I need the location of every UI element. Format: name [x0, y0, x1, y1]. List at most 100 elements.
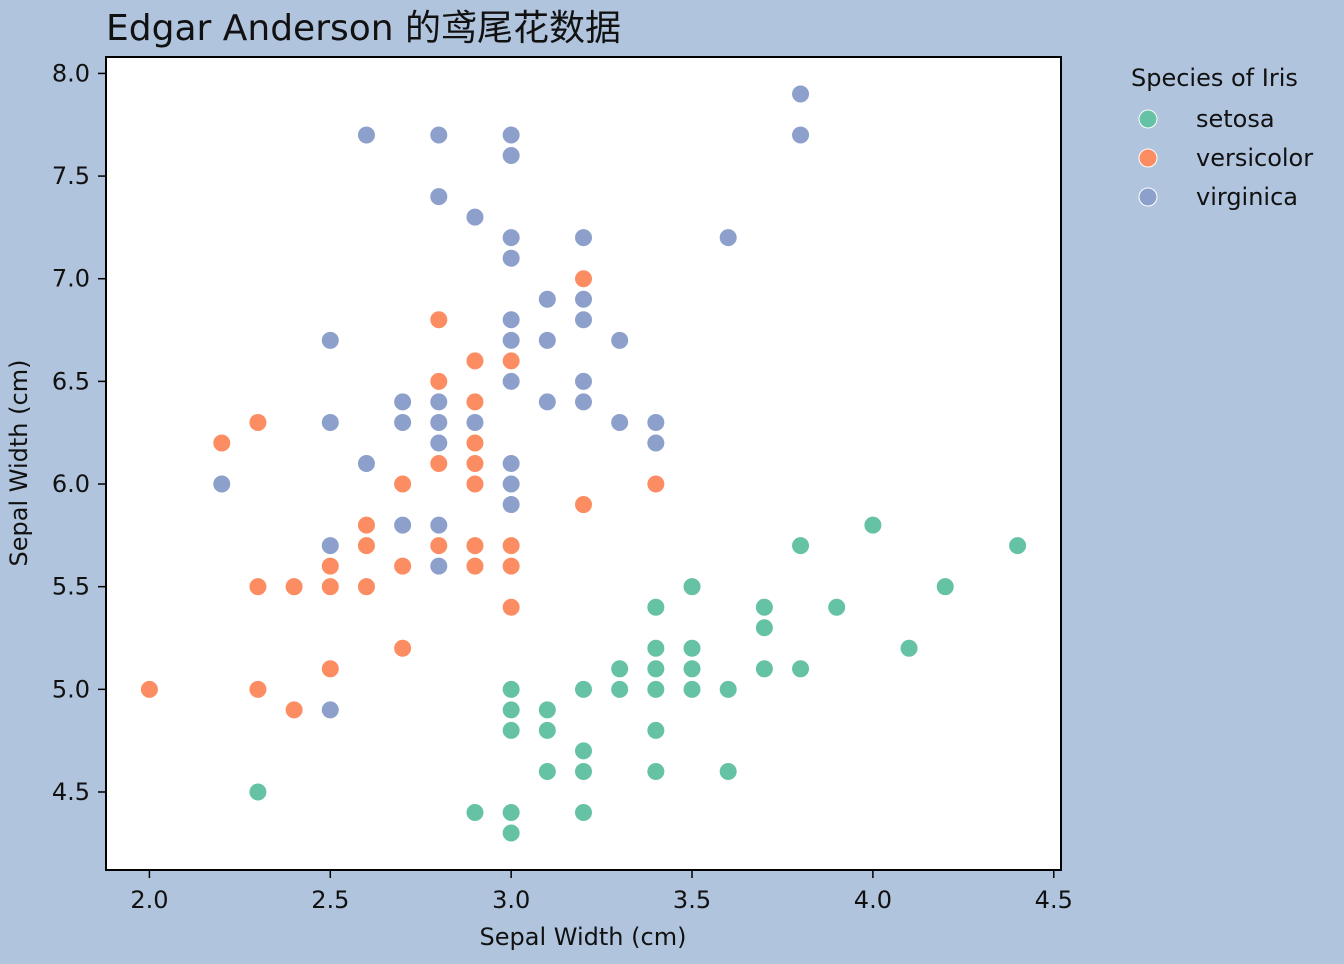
point-virginica [429, 392, 449, 412]
x-tick-label: 3.5 [673, 886, 711, 914]
point-setosa [646, 679, 666, 699]
x-tick-label: 3.0 [492, 886, 530, 914]
point-setosa [646, 720, 666, 740]
point-setosa [574, 679, 593, 699]
point-virginica [393, 515, 413, 535]
legend: Species of Iris setosa versicolor virginic… [1131, 64, 1313, 211]
point-versicolor [646, 474, 666, 494]
point-versicolor [320, 659, 340, 679]
point-versicolor [574, 269, 593, 289]
point-setosa [682, 577, 702, 597]
point-setosa [501, 700, 521, 720]
point-versicolor [501, 536, 521, 556]
point-virginica [610, 412, 630, 432]
point-versicolor [393, 638, 413, 658]
point-versicolor [356, 577, 376, 597]
point-versicolor [320, 577, 340, 597]
point-versicolor [393, 556, 413, 576]
point-setosa [827, 597, 847, 617]
point-versicolor [393, 474, 413, 494]
point-virginica [501, 474, 521, 494]
point-setosa [646, 659, 666, 679]
point-versicolor [284, 577, 304, 597]
point-virginica [574, 310, 593, 330]
point-setosa [537, 720, 557, 740]
point-versicolor [248, 412, 268, 432]
point-virginica [791, 84, 811, 104]
point-versicolor [212, 433, 232, 453]
point-setosa [574, 803, 593, 823]
point-setosa [718, 761, 738, 781]
point-setosa [501, 720, 521, 740]
point-virginica [537, 330, 557, 350]
y-tick-label: 7.5 [52, 162, 90, 190]
point-setosa [791, 536, 811, 556]
point-versicolor [248, 577, 268, 597]
point-setosa [863, 515, 883, 535]
x-tick-label: 4.0 [854, 886, 892, 914]
y-axis-label: Sepal Width (cm) [5, 360, 33, 567]
point-setosa [791, 659, 811, 679]
point-versicolor [139, 679, 159, 699]
point-setosa [1008, 536, 1028, 556]
point-versicolor [429, 371, 449, 391]
point-virginica [501, 371, 521, 391]
point-versicolor [465, 433, 485, 453]
point-setosa [610, 659, 630, 679]
point-setosa [537, 761, 557, 781]
point-virginica [429, 515, 449, 535]
point-versicolor [465, 536, 485, 556]
point-setosa [718, 679, 738, 699]
point-virginica [501, 125, 521, 145]
point-setosa [682, 679, 702, 699]
point-virginica [320, 412, 340, 432]
point-setosa [574, 741, 593, 761]
point-virginica [356, 454, 376, 473]
point-virginica [212, 474, 232, 494]
point-virginica [320, 700, 340, 720]
point-setosa [646, 761, 666, 781]
point-versicolor [356, 536, 376, 556]
legend-marker-virginica [1138, 187, 1158, 207]
point-setosa [682, 659, 702, 679]
point-setosa [682, 638, 702, 658]
data-points [139, 84, 1028, 843]
point-virginica [574, 228, 593, 248]
point-versicolor [429, 310, 449, 330]
point-setosa [646, 597, 666, 617]
point-versicolor [574, 495, 593, 515]
point-virginica [646, 412, 666, 432]
point-setosa [754, 597, 774, 617]
point-virginica [429, 125, 449, 145]
point-virginica [429, 433, 449, 453]
point-setosa [754, 659, 774, 679]
point-virginica [574, 392, 593, 412]
point-virginica [393, 392, 413, 412]
point-virginica [791, 125, 811, 145]
legend-marker-setosa [1138, 109, 1158, 129]
point-setosa [935, 577, 955, 597]
point-setosa [537, 700, 557, 720]
point-virginica [501, 330, 521, 350]
point-versicolor [501, 351, 521, 371]
point-setosa [646, 638, 666, 658]
legend-label-versicolor: versicolor [1196, 144, 1313, 172]
point-virginica [574, 289, 593, 309]
point-virginica [501, 146, 521, 166]
point-versicolor [429, 454, 449, 473]
x-axis-label: Sepal Width (cm) [480, 923, 687, 951]
point-virginica [646, 433, 666, 453]
x-axis: 2.0 2.5 3.0 3.5 4.0 4.5 [130, 870, 1073, 914]
point-setosa [501, 823, 521, 843]
point-virginica [501, 454, 521, 473]
point-virginica [610, 330, 630, 350]
point-versicolor [465, 474, 485, 494]
point-setosa [501, 803, 521, 823]
y-axis: 4.5 5.0 5.5 6.0 6.5 7.0 7.5 8.0 [52, 59, 106, 806]
point-setosa [501, 679, 521, 699]
legend-label-virginica: virginica [1196, 183, 1298, 211]
point-virginica [574, 371, 593, 391]
point-versicolor [465, 454, 485, 473]
